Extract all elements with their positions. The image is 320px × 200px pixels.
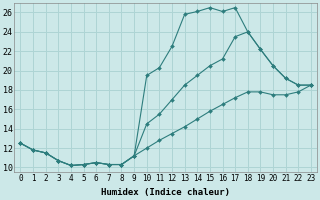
X-axis label: Humidex (Indice chaleur): Humidex (Indice chaleur) (101, 188, 230, 197)
